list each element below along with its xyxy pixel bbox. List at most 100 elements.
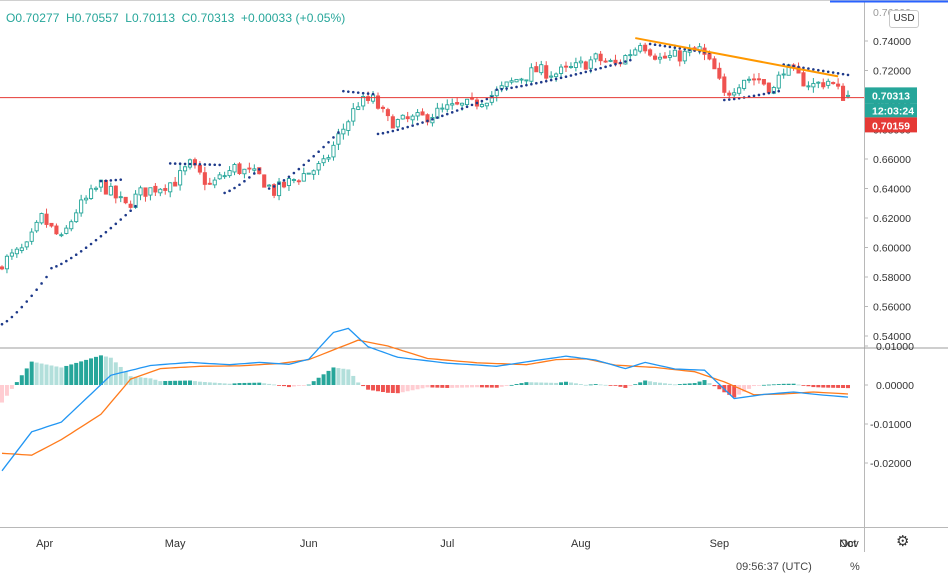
candle-body [593, 53, 598, 60]
candle [465, 98, 470, 107]
price-tick-label: 0.56000 [873, 302, 911, 314]
macd-histogram-bar [361, 385, 366, 387]
candle-body [178, 170, 183, 186]
candle-body [662, 55, 667, 59]
candle-body [568, 66, 573, 68]
macd-histogram-bar [237, 383, 242, 385]
candle-body [232, 164, 237, 173]
macd-histogram-bar [519, 383, 524, 385]
candle [222, 171, 227, 179]
macd-histogram-bar [658, 382, 662, 385]
candle [321, 154, 326, 167]
macd-histogram-bar [816, 385, 821, 388]
utc-clock[interactable]: 09:56:37 (UTC) [736, 561, 812, 573]
candle-body [163, 188, 168, 191]
candle-body [89, 188, 94, 199]
candle-body [657, 56, 663, 60]
psar-dot [416, 122, 419, 126]
psar-dot [228, 189, 231, 193]
psar-dot [69, 256, 73, 260]
candle [781, 68, 786, 79]
candle-body [84, 197, 89, 201]
candle-body [291, 179, 296, 181]
price-tick-label: 0.60000 [873, 243, 911, 255]
macd-tick-label: 0.00000 [876, 380, 914, 392]
macd-histogram-bar [474, 385, 479, 388]
candle [380, 105, 385, 113]
psar-dot [356, 91, 360, 94]
candle-body [534, 66, 539, 73]
macd-histogram-bar [267, 383, 272, 385]
candle [296, 179, 301, 185]
macd-histogram-bar [262, 383, 267, 385]
time-tick-label: Jul [440, 538, 454, 550]
macd-histogram-bar [752, 385, 756, 387]
candle-body [479, 104, 484, 108]
psar-dot [817, 68, 820, 72]
psar-dot [114, 222, 118, 226]
candle [89, 184, 94, 201]
candle-body [682, 50, 687, 62]
candle [69, 219, 74, 232]
psar-dot [441, 114, 444, 118]
candle-body [781, 73, 786, 76]
candle-body [653, 55, 658, 60]
high-value: H0.70557 [65, 11, 119, 25]
candle-body [573, 62, 578, 68]
candle-body [79, 199, 84, 214]
percent-toggle[interactable]: % [850, 561, 860, 573]
candle-body [0, 266, 5, 270]
psar-dot [653, 43, 657, 46]
macd-histogram-bar [662, 383, 667, 385]
psar-dot [579, 71, 583, 75]
psar-dot [198, 163, 202, 166]
candle [593, 52, 598, 63]
macd-histogram-bar [484, 385, 489, 388]
candle-body [756, 78, 761, 81]
candle [14, 246, 19, 258]
candle-body [529, 67, 534, 82]
candle-body [489, 94, 494, 103]
candle [247, 162, 252, 173]
candle [262, 174, 267, 188]
last-price-badge-text: 0.70313 [872, 90, 910, 102]
macd-pane [0, 327, 850, 472]
psar-dot [302, 163, 306, 167]
macd-histogram-bar [544, 382, 549, 385]
psar-dot [807, 67, 810, 70]
macd-histogram-bar [583, 384, 588, 386]
candle-body [296, 180, 301, 183]
candle-body [742, 79, 747, 89]
candle [128, 200, 133, 209]
candle [267, 184, 272, 187]
candle [761, 79, 766, 86]
candle-body [247, 167, 252, 170]
price-tick-label: 0.74000 [873, 36, 911, 48]
psar-dot [361, 91, 365, 95]
macd-histogram-bar [207, 382, 212, 385]
candle [816, 81, 821, 89]
settings-gear-icon[interactable]: ⚙ [896, 533, 910, 550]
psar-dot [812, 68, 815, 71]
candle-body [118, 196, 123, 199]
time-tick-label: Jun [300, 538, 318, 550]
psar-dot [25, 300, 29, 303]
macd-histogram-bar [212, 382, 217, 385]
candle [554, 72, 559, 82]
psar-dot [238, 183, 241, 187]
candle-body [608, 59, 613, 62]
currency-button[interactable]: USD [889, 10, 919, 28]
macd-histogram-bar [554, 382, 559, 385]
macd-histogram-bar [672, 384, 677, 386]
macd-histogram-bar [415, 385, 420, 390]
macd-histogram-bar [356, 382, 361, 385]
time-tick-label: May [165, 538, 186, 550]
candle-body [217, 174, 222, 180]
candle-body [321, 158, 326, 164]
candle-body [123, 196, 128, 204]
macd-histogram-bar [44, 364, 49, 385]
candle [44, 208, 49, 228]
macd-histogram-bar [534, 382, 539, 385]
macd-signal-line [1, 339, 849, 456]
